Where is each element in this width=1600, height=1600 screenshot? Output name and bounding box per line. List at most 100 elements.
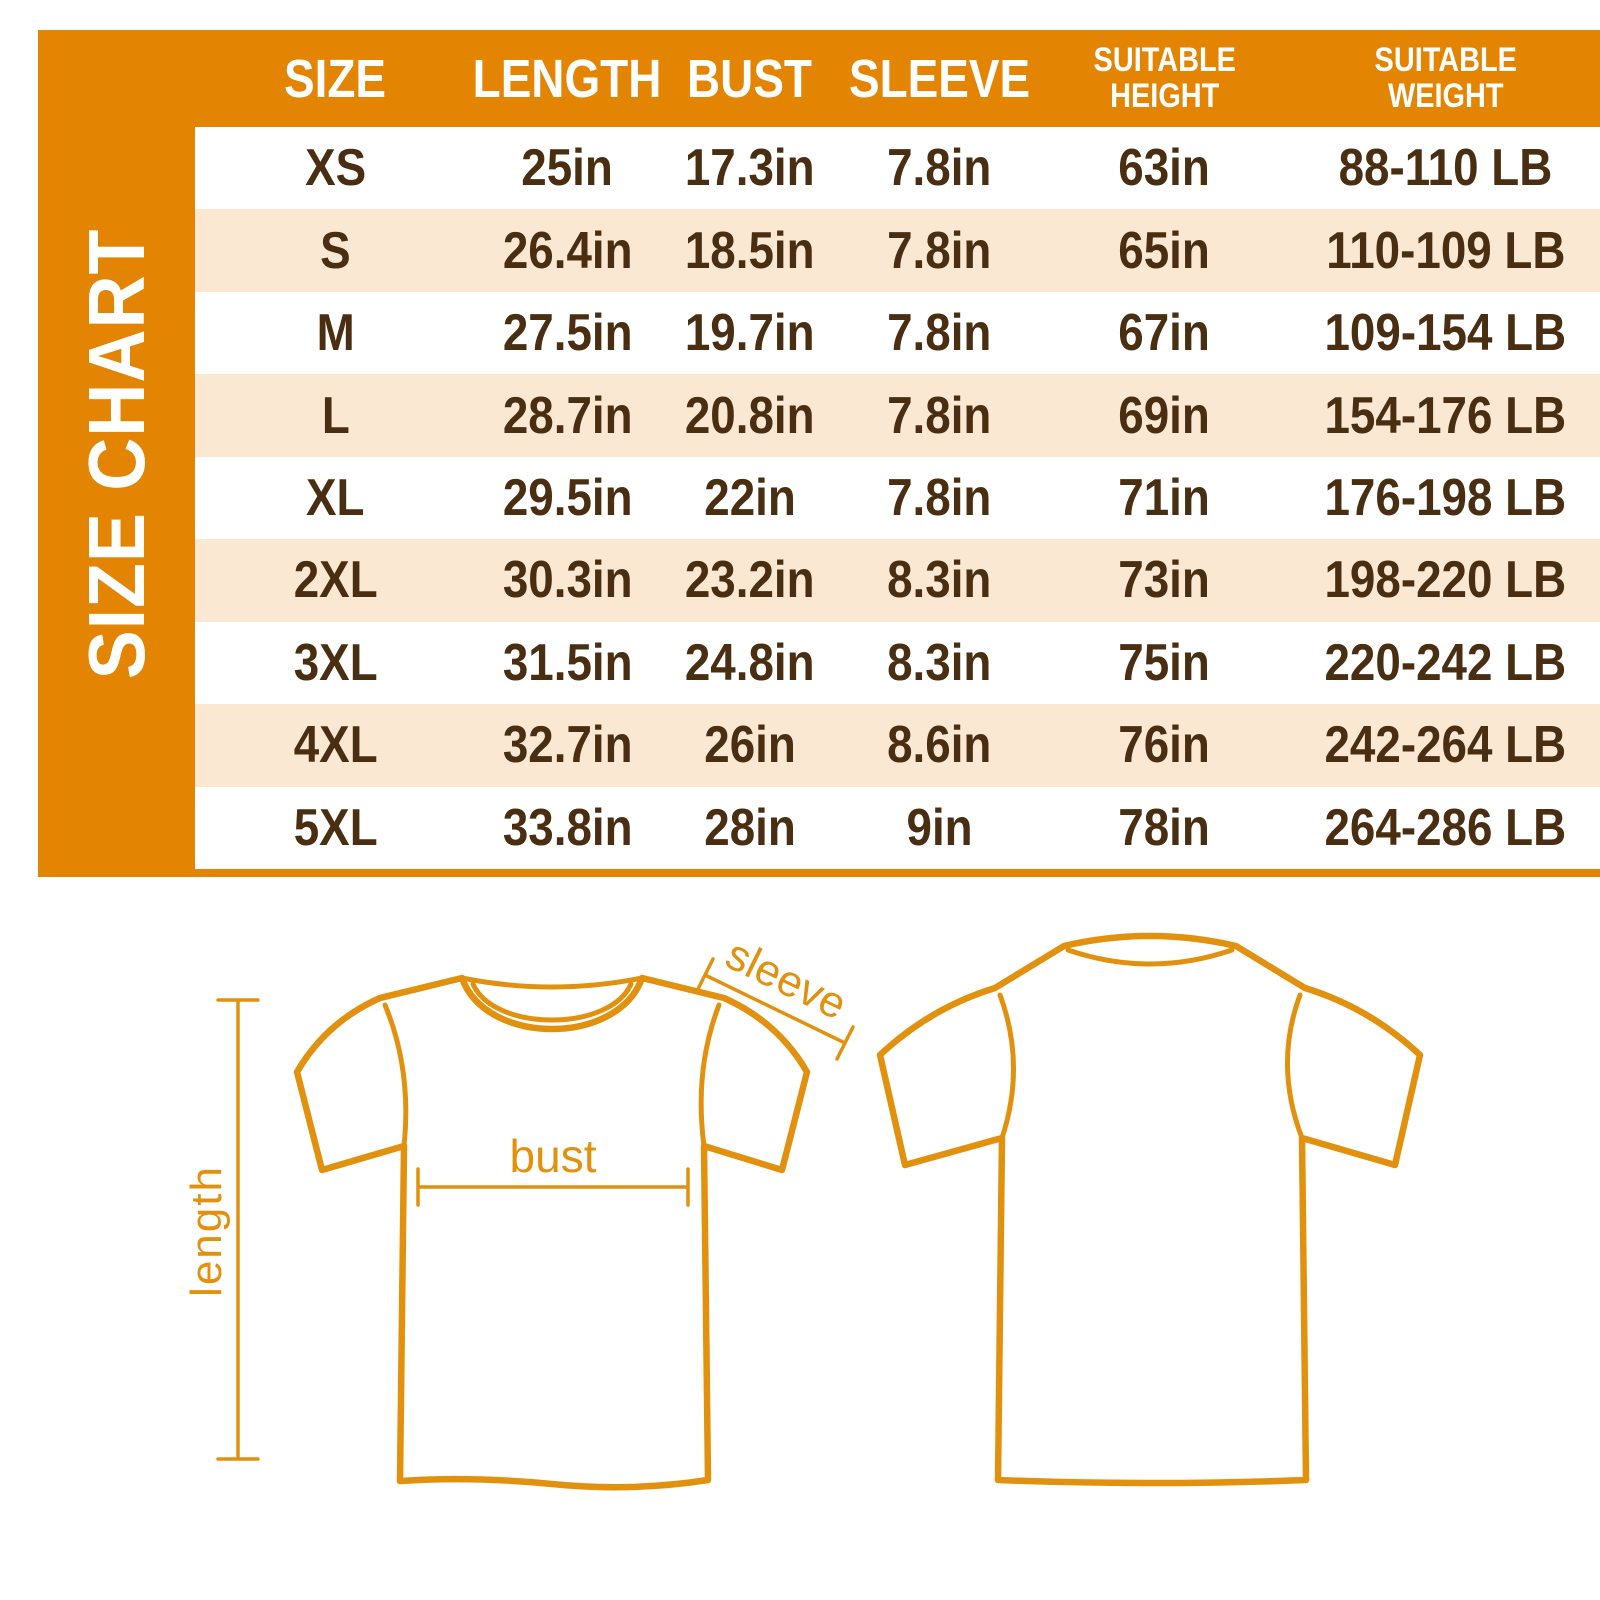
value-cell: 65in — [1038, 209, 1291, 291]
cell-text: 8.6in — [887, 716, 992, 775]
value-cell: 17.3in — [659, 127, 842, 209]
value-cell: 7.8in — [841, 127, 1038, 209]
cell-text: 7.8in — [887, 386, 992, 445]
cell-text: 19.7in — [685, 304, 815, 363]
cell-text: 7.8in — [887, 468, 992, 527]
size-chart-panel: SIZE CHART SIZE LENGTH BUST SLEEVE SUITABLE … — [38, 30, 1600, 877]
value-cell: 28in — [659, 787, 842, 869]
cell-text: 26.4in — [502, 221, 633, 280]
cell-text: 264-286 LB — [1324, 798, 1567, 857]
cell-text: 31.5in — [502, 633, 633, 692]
cell-text: 220-242 LB — [1324, 633, 1567, 692]
page-title: SIZE CHART — [71, 228, 161, 679]
cell-text: 30.3in — [502, 551, 633, 610]
column-header: SUITABLE WEIGHT — [1291, 30, 1600, 127]
cell-text: S — [320, 221, 351, 280]
cell-text: 33.8in — [502, 798, 633, 857]
cell-text: M — [316, 304, 355, 363]
table-header-row: SIZE LENGTH BUST SLEEVE SUITABLE HEIGHT SUITA… — [195, 30, 1600, 127]
cell-text: 27.5in — [502, 304, 633, 363]
cell-text: 2XL — [293, 551, 378, 610]
sleeve-dimension-line — [695, 957, 855, 1061]
value-cell: 25in — [476, 127, 659, 209]
table-row: 3XL 31.5in 24.8in 8.3in 75in 220-242 LB — [195, 621, 1600, 705]
value-cell: 88-110 LB — [1291, 127, 1600, 209]
cell-text: 7.8in — [887, 304, 992, 363]
value-cell: 176-198 LB — [1291, 457, 1600, 539]
value-cell: 22in — [659, 457, 842, 539]
value-cell: 110-109 LB — [1291, 209, 1600, 291]
value-cell: 73in — [1038, 539, 1291, 621]
value-cell: 26.4in — [476, 209, 659, 291]
back-left-armhole-seam — [997, 992, 1017, 1141]
value-cell: 19.7in — [659, 292, 842, 374]
value-cell: 30.3in — [476, 539, 659, 621]
value-cell: 9in — [841, 787, 1038, 869]
size-cell: 2XL — [195, 539, 476, 621]
value-cell: 71in — [1038, 457, 1291, 539]
table-row: XS 25in 17.3in 7.8in 63in 88-110 LB — [195, 127, 1600, 210]
cell-text: 63in — [1118, 139, 1211, 198]
column-header-label: SUITABLE HEIGHT — [1093, 40, 1236, 115]
column-header: BUST — [659, 30, 842, 127]
value-cell: 154-176 LB — [1291, 374, 1600, 456]
value-cell: 23.2in — [659, 539, 842, 621]
value-cell: 264-286 LB — [1291, 787, 1600, 869]
value-cell: 29.5in — [476, 457, 659, 539]
cell-text: 110-109 LB — [1325, 221, 1565, 280]
size-cell: M — [195, 292, 476, 374]
size-cell: L — [195, 374, 476, 456]
table-body: XS 25in 17.3in 7.8in 63in 88-110 LB S 26.4in 18.… — [195, 127, 1600, 869]
value-cell: 76in — [1038, 704, 1291, 786]
cell-text: 5XL — [293, 798, 378, 857]
value-cell: 32.7in — [476, 704, 659, 786]
column-header-label: BUST — [687, 48, 813, 109]
cell-text: 22in — [704, 468, 796, 527]
cell-text: 88-110 LB — [1338, 139, 1553, 198]
column-header: SUITABLE HEIGHT — [1038, 30, 1291, 127]
value-cell: 7.8in — [841, 374, 1038, 456]
size-cell: 3XL — [195, 622, 476, 704]
cell-text: 25in — [521, 139, 614, 198]
column-header-label: SLEEVE — [849, 48, 1031, 109]
cell-text: 67in — [1118, 304, 1211, 363]
cell-text: 26in — [704, 716, 796, 775]
front-right-armhole-seam — [698, 1002, 722, 1149]
value-cell: 63in — [1038, 127, 1291, 209]
cell-text: 29.5in — [502, 468, 633, 527]
tshirt-diagram-svg — [216, 932, 1424, 1491]
cell-text: 8.3in — [887, 633, 992, 692]
cell-text: 198-220 LB — [1324, 551, 1567, 610]
table-row: S 26.4in 18.5in 7.8in 65in 110-109 LB — [195, 209, 1600, 292]
value-cell: 7.8in — [841, 457, 1038, 539]
cell-text: 75in — [1118, 633, 1211, 692]
value-cell: 33.8in — [476, 787, 659, 869]
cell-text: 4XL — [293, 716, 378, 775]
size-cell: S — [195, 209, 476, 291]
cell-text: 154-176 LB — [1324, 386, 1567, 445]
table-row: M 27.5in 19.7in 7.8in 67in 109-154 LB — [195, 291, 1600, 375]
table-row: 5XL 33.8in 28in 9in 78in 264-286 LB — [195, 786, 1600, 869]
back-neck-band — [1065, 947, 1235, 967]
column-header-label: SIZE — [284, 48, 387, 109]
cell-text: 69in — [1118, 386, 1211, 445]
table-row: 2XL 30.3in 23.2in 8.3in 73in 198-220 LB — [195, 539, 1600, 622]
cell-text: 73in — [1118, 551, 1211, 610]
value-cell: 8.3in — [841, 622, 1038, 704]
value-cell: 198-220 LB — [1291, 539, 1600, 621]
value-cell: 24.8in — [659, 622, 842, 704]
size-cell: 5XL — [195, 787, 476, 869]
front-left-armhole-seam — [382, 1002, 409, 1149]
value-cell: 7.8in — [841, 292, 1038, 374]
front-shirt-outline — [293, 974, 811, 1491]
front-collar-top-edge — [459, 975, 645, 990]
cell-text: 23.2in — [685, 551, 815, 610]
cell-text: 242-264 LB — [1324, 716, 1567, 775]
column-header-label: LENGTH — [472, 48, 662, 109]
cell-text: 7.8in — [887, 221, 992, 280]
cell-text: 78in — [1118, 798, 1211, 857]
cell-text: XS — [304, 139, 367, 198]
value-cell: 78in — [1038, 787, 1291, 869]
cell-text: L — [321, 386, 350, 445]
value-cell: 69in — [1038, 374, 1291, 456]
